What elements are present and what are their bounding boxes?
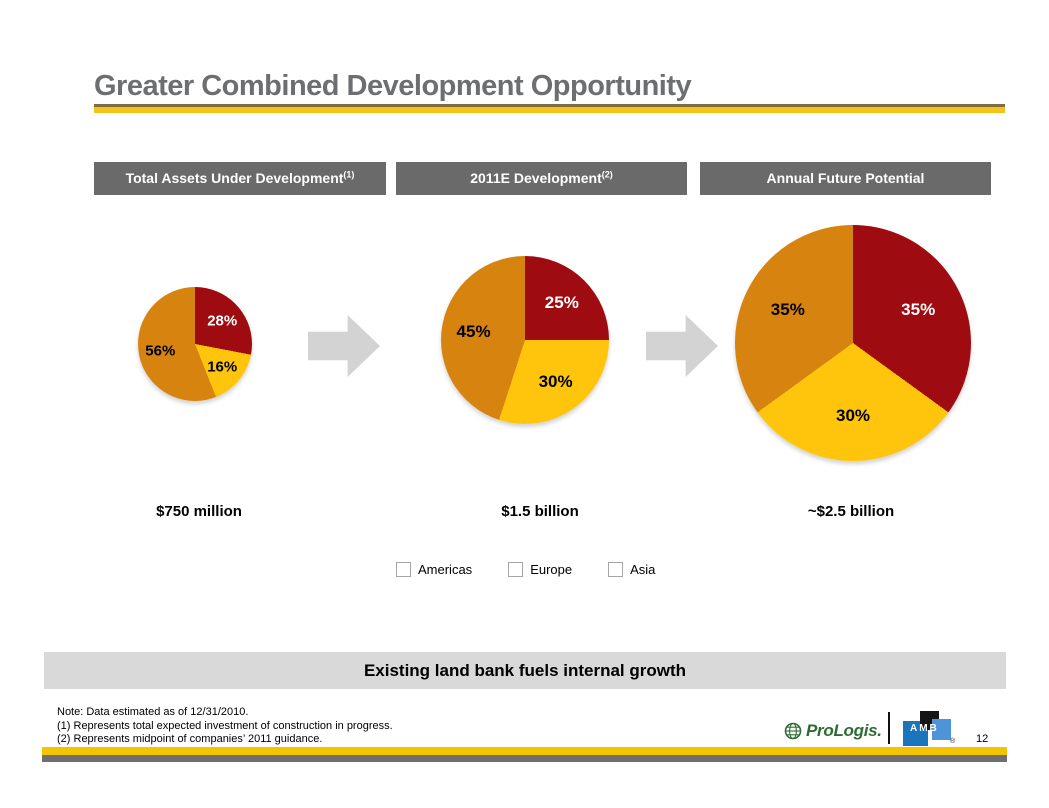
page-title: Greater Combined Development Opportunity [94,70,692,102]
section-header-total-assets: Total Assets Under Development(1) [94,162,386,195]
section-header-label: 2011E Development [470,170,602,186]
globe-icon [784,722,802,740]
total-amount-label: $750 million [156,503,242,520]
pie-slice-label: 35% [901,299,936,319]
footnote-line: (2) Represents midpoint of companies’ 20… [57,733,323,745]
section-header-label: Annual Future Potential [766,170,925,186]
footnotes: Note: Data estimated as of 12/31/2010. (… [57,706,393,747]
chart-legend: Americas Europe Asia [396,562,655,577]
legend-label: Europe [530,562,573,577]
pie-slice-label: 45% [456,321,491,341]
section-header-annual-future-potential: Annual Future Potential [700,162,991,195]
footnote-marker: (1) [343,169,355,180]
legend-swatch-americas [396,562,411,577]
section-header-2011e-development: 2011E Development(2) [396,162,687,195]
legend-item-asia: Asia [608,562,655,577]
page-number: 12 [976,733,989,745]
pie-slice-label: 56% [145,342,176,360]
legend-swatch-asia [608,562,624,577]
pie-slice-label: 30% [538,372,573,392]
pie-slice-label: 25% [544,293,579,313]
footer-logos: ProLogis. AMB ® [784,708,964,750]
pie-slice-label: 28% [207,312,238,330]
pie-chart-annual-future-potential: 35% 30% 35% [735,225,971,461]
bottom-rule-gold [42,747,1007,755]
legend-item-europe: Europe [508,562,572,577]
bottom-rule-gray [42,755,1007,762]
pie-slice-label: 30% [835,406,871,426]
pie-chart-total-assets: 28% 16% 56% [138,287,252,401]
legend-swatch-europe [508,562,524,577]
right-arrow-icon [308,315,380,377]
footnote-line: Note: Data estimated as of 12/31/2010. [57,706,249,718]
pie-slice-label: 35% [770,299,805,319]
key-message-banner: Existing land bank fuels internal growth [44,652,1006,689]
title-underline-gold [94,107,1005,113]
prologis-wordmark: ProLogis. [806,721,882,740]
legend-item-americas: Americas [396,562,472,577]
footnote-marker: (2) [601,169,613,180]
footnote-line: (1) Represents total expected investment… [57,719,393,732]
amb-wordmark: AMB [910,723,939,734]
prologis-logo: ProLogis. [784,721,882,741]
amb-logo: AMB ® [900,708,956,750]
right-arrow-icon [646,315,718,377]
total-amount-label: $1.5 billion [501,503,579,520]
pie-chart-2011e-development: 25% 30% 45% [441,256,609,424]
total-amount-label: ~$2.5 billion [807,503,895,520]
title-underline-dark [94,104,1005,107]
registered-mark: ® [950,738,956,745]
pie-slice-label: 16% [207,358,238,376]
section-header-label: Total Assets Under Development [125,170,344,186]
logo-divider [888,712,890,744]
legend-label: Asia [630,562,656,577]
amb-square-lightblue [932,719,951,740]
legend-label: Americas [418,562,473,577]
